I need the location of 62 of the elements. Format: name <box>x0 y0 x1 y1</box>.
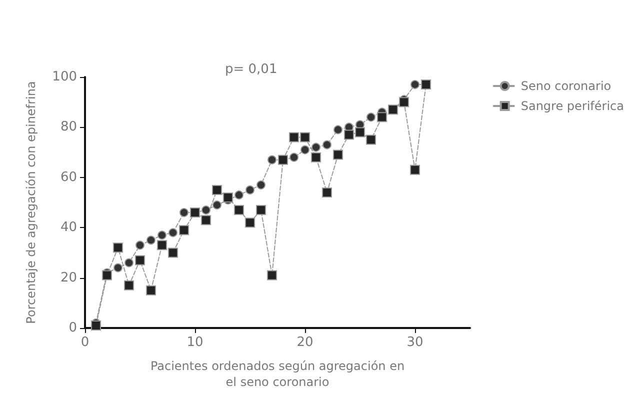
y-axis-title: Porcentaje de agregación con epinefrina <box>24 81 38 324</box>
y-tick-label: 20 <box>60 270 77 286</box>
point <box>113 242 123 253</box>
point <box>245 218 255 228</box>
x-tick-label: 20 <box>296 335 314 350</box>
point <box>322 187 332 198</box>
point <box>158 230 166 240</box>
point <box>180 208 188 218</box>
point <box>179 225 189 236</box>
point <box>135 255 145 266</box>
point <box>268 155 276 164</box>
point <box>234 205 244 216</box>
y-tick-label: 40 <box>60 220 77 236</box>
x-tick-label: 30 <box>406 335 424 350</box>
y-tick-label: 100 <box>52 70 77 84</box>
point <box>201 215 211 226</box>
point <box>223 192 233 202</box>
point <box>256 205 266 216</box>
point <box>136 240 144 250</box>
point <box>157 240 167 250</box>
point <box>344 130 354 140</box>
point <box>377 112 387 122</box>
point <box>146 236 156 245</box>
point <box>267 270 277 280</box>
point <box>311 152 321 162</box>
y-tick-label: 80 <box>60 120 77 135</box>
point <box>410 164 420 175</box>
x-tick-label: 10 <box>186 335 204 350</box>
point <box>102 270 112 280</box>
y-tick-label: 0 <box>68 320 77 336</box>
point <box>333 150 343 160</box>
point <box>212 184 222 195</box>
point <box>256 180 266 190</box>
point <box>212 200 222 210</box>
point <box>312 142 320 152</box>
point <box>290 152 298 162</box>
point <box>124 258 134 268</box>
text: p= 0,01 <box>225 62 278 77</box>
point <box>202 206 210 215</box>
point <box>168 248 178 258</box>
point <box>246 185 254 194</box>
point <box>366 112 376 122</box>
point <box>355 127 365 138</box>
point <box>124 280 134 290</box>
point <box>168 228 178 238</box>
point <box>366 134 376 145</box>
point <box>300 145 310 154</box>
point <box>146 285 156 296</box>
point <box>300 132 310 142</box>
point <box>410 80 420 90</box>
legend-label: Sangre periférica <box>520 99 624 113</box>
point <box>91 320 101 330</box>
point <box>114 263 122 272</box>
legend-label: Seno coronario <box>520 79 612 93</box>
x-axis-title: Pacientes ordenados según agregación en el seno coronario <box>150 359 405 389</box>
y-tick-label: 60 <box>60 170 77 185</box>
point <box>289 132 299 142</box>
point <box>234 190 244 200</box>
point <box>399 97 409 108</box>
point <box>322 140 332 150</box>
point <box>334 125 342 134</box>
x-tick-label: 0 <box>80 335 90 350</box>
